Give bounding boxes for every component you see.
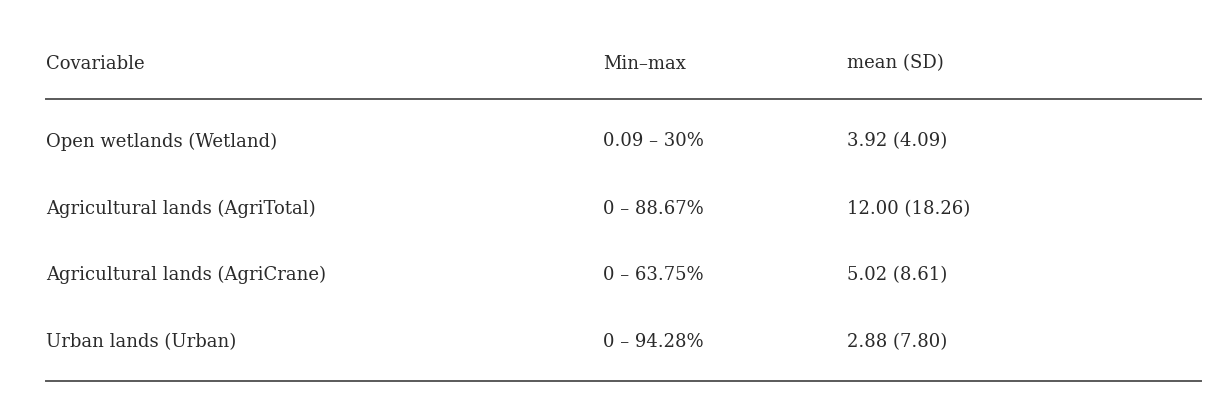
Text: 12.00 (18.26): 12.00 (18.26) — [847, 200, 970, 218]
Text: 0.09 – 30%: 0.09 – 30% — [603, 132, 705, 150]
Text: Agricultural lands (AgriCrane): Agricultural lands (AgriCrane) — [46, 265, 327, 283]
Text: 2.88 (7.80): 2.88 (7.80) — [847, 333, 947, 351]
Text: mean (SD): mean (SD) — [847, 54, 944, 72]
Text: Agricultural lands (AgriTotal): Agricultural lands (AgriTotal) — [46, 200, 316, 218]
Text: Open wetlands (Wetland): Open wetlands (Wetland) — [46, 132, 278, 150]
Text: Min–max: Min–max — [603, 54, 686, 72]
Text: 0 – 94.28%: 0 – 94.28% — [603, 333, 705, 351]
Text: 3.92 (4.09): 3.92 (4.09) — [847, 132, 947, 150]
Text: 0 – 63.75%: 0 – 63.75% — [603, 265, 705, 283]
Text: Covariable: Covariable — [46, 54, 145, 72]
Text: 0 – 88.67%: 0 – 88.67% — [603, 200, 705, 218]
Text: Urban lands (Urban): Urban lands (Urban) — [46, 333, 236, 351]
Text: 5.02 (8.61): 5.02 (8.61) — [847, 265, 947, 283]
